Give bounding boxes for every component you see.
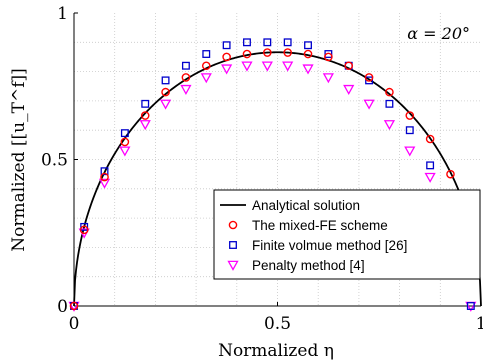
point-penalty-method-4 xyxy=(119,146,131,157)
point-penalty-method-4 xyxy=(343,84,355,96)
point-penalty-method-4 xyxy=(424,172,436,183)
legend-label-finite-volmue-method-26: Finite volmue method [26] xyxy=(252,238,407,253)
legend: Analytical solution The mixed-FE scheme Fi… xyxy=(213,189,481,280)
x-tick-label: 0 xyxy=(69,314,80,334)
y-axis-label: Normalized [[u_T^f]] xyxy=(9,68,29,252)
point-finite-volmue-method-26 xyxy=(385,99,394,108)
point-finite-volmue-method-26 xyxy=(181,61,190,70)
point-finite-volmue-method-26 xyxy=(80,222,89,231)
point-the-mixed-fe-scheme xyxy=(303,49,313,59)
legend-label-penalty-method-4: Penalty method [4] xyxy=(252,258,365,273)
point-penalty-method-4 xyxy=(261,61,273,72)
point-finite-volmue-method-26 xyxy=(304,41,312,50)
point-finite-volmue-method-26 xyxy=(243,38,251,47)
point-penalty-method-4 xyxy=(404,146,416,157)
point-the-mixed-fe-scheme xyxy=(446,169,455,179)
point-penalty-method-4 xyxy=(383,120,396,131)
point-penalty-method-4 xyxy=(180,84,192,96)
point-the-mixed-fe-scheme xyxy=(100,172,109,182)
point-the-mixed-fe-scheme xyxy=(263,48,272,57)
y-tick-label: 1 xyxy=(57,4,68,24)
point-finite-volmue-method-26 xyxy=(466,302,475,310)
point-penalty-method-4 xyxy=(221,64,233,75)
point-finite-volmue-method-26 xyxy=(120,129,129,138)
point-finite-volmue-method-26 xyxy=(324,50,333,58)
point-finite-volmue-method-26 xyxy=(161,76,170,85)
point-the-mixed-fe-scheme xyxy=(283,48,292,57)
legend-swatch-the-mixed-fe-scheme xyxy=(228,220,238,230)
y-tick-label: 0 xyxy=(57,297,68,317)
legend-swatch-finite-volmue-method-26 xyxy=(229,241,237,249)
point-the-mixed-fe-scheme xyxy=(242,49,252,59)
point-finite-volmue-method-26 xyxy=(141,99,150,108)
point-finite-volmue-method-26 xyxy=(365,76,374,85)
legend-label-the-mixed-fe-scheme: The mixed-FE scheme xyxy=(252,218,388,233)
x-axis-label: Normalized η xyxy=(218,341,334,361)
point-penalty-method-4 xyxy=(322,73,334,84)
y-tick-label: 0.5 xyxy=(41,151,68,171)
point-the-mixed-fe-scheme xyxy=(385,87,394,97)
x-tick-label: 1 xyxy=(476,314,483,334)
legend-swatch-penalty-method-4 xyxy=(227,260,239,271)
point-the-mixed-fe-scheme xyxy=(161,87,170,97)
point-penalty-method-4 xyxy=(159,99,172,110)
point-penalty-method-4 xyxy=(139,120,151,131)
series-layer xyxy=(68,38,482,312)
point-finite-volmue-method-26 xyxy=(263,38,272,47)
point-penalty-method-4 xyxy=(241,61,253,72)
legend-box xyxy=(213,189,481,280)
point-the-mixed-fe-scheme xyxy=(140,111,150,120)
point-finite-volmue-method-26 xyxy=(405,126,414,135)
point-the-mixed-fe-scheme xyxy=(364,73,374,82)
point-penalty-method-4 xyxy=(200,73,212,84)
point-the-mixed-fe-scheme xyxy=(324,52,333,62)
point-penalty-method-4 xyxy=(302,64,314,75)
x-tick-label: 0.5 xyxy=(264,314,291,334)
legend-label-analytical-solution: Analytical solution xyxy=(252,198,360,213)
point-penalty-method-4 xyxy=(282,61,294,72)
point-the-mixed-fe-scheme xyxy=(201,61,211,71)
point-the-mixed-fe-scheme xyxy=(120,137,130,147)
point-finite-volmue-method-26 xyxy=(202,50,211,58)
point-finite-volmue-method-26 xyxy=(283,38,292,47)
point-penalty-method-4 xyxy=(363,99,375,110)
point-the-mixed-fe-scheme xyxy=(425,134,435,144)
point-the-mixed-fe-scheme xyxy=(69,301,79,311)
point-the-mixed-fe-scheme xyxy=(79,225,89,235)
annotation-alpha: α = 20° xyxy=(407,24,470,43)
axes: 0 0.5 1 0 0.5 1 xyxy=(41,4,483,334)
point-the-mixed-fe-scheme xyxy=(344,61,354,71)
point-the-mixed-fe-scheme xyxy=(181,73,191,82)
point-the-mixed-fe-scheme xyxy=(405,111,415,120)
point-penalty-method-4 xyxy=(98,178,111,189)
point-finite-volmue-method-26 xyxy=(100,167,109,176)
point-the-mixed-fe-scheme xyxy=(222,52,231,62)
point-finite-volmue-method-26 xyxy=(222,41,231,50)
point-finite-volmue-method-26 xyxy=(426,161,435,170)
